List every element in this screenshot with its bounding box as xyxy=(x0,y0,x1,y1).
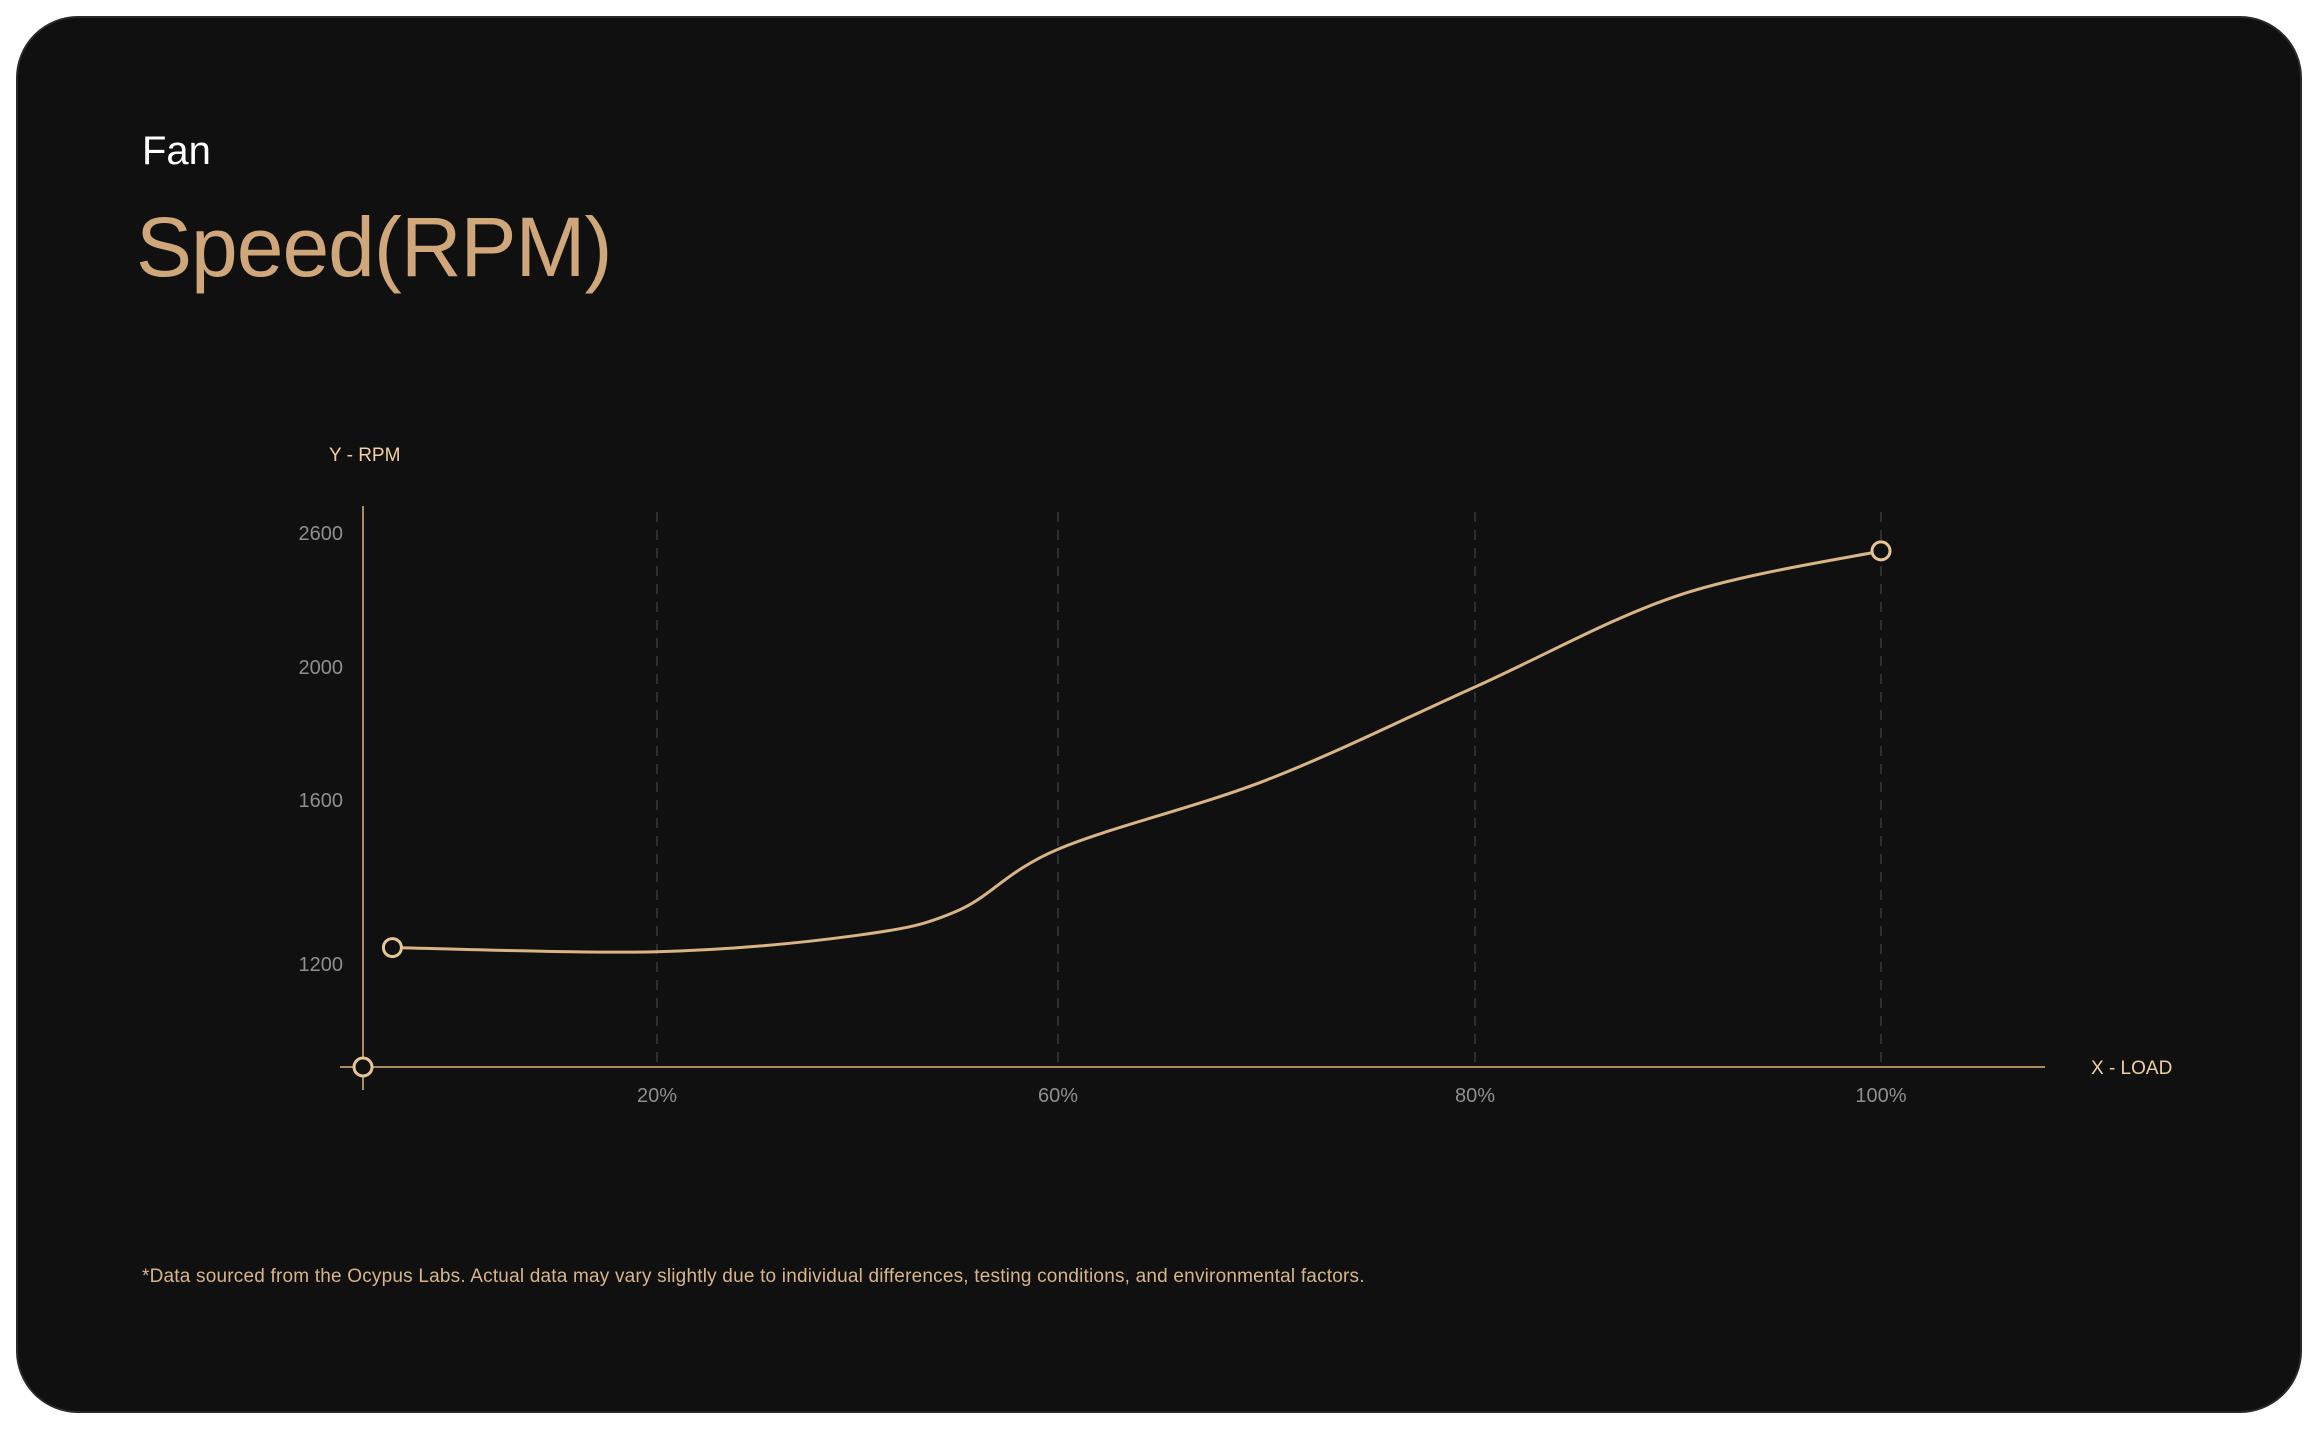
series-line xyxy=(392,549,1882,954)
grid-lines xyxy=(656,512,1882,1067)
y-tick-label: 1200 xyxy=(299,954,344,976)
chart-title: Speed(RPM) xyxy=(136,200,613,294)
data-point-marker xyxy=(381,937,403,959)
axes xyxy=(340,506,2045,1090)
series xyxy=(392,549,1882,954)
data-footnote: *Data sourced from the Ocypus Labs. Actu… xyxy=(142,1266,1365,1287)
x-tick-label: 100% xyxy=(1855,1085,1906,1107)
y-tick-label: 2000 xyxy=(299,657,344,679)
markers xyxy=(352,540,1892,1078)
x-tick-label: 60% xyxy=(1038,1085,1078,1107)
x-axis-title: X - LOAD xyxy=(2091,1058,2172,1079)
y-tick-label: 2600 xyxy=(299,523,344,545)
chart-card xyxy=(16,16,2302,1413)
y-tick-label: 1600 xyxy=(299,790,344,812)
tick-labels: 20% 60% 80% 100% 1200 1600 2000 2600 xyxy=(299,523,1907,1107)
data-point-marker xyxy=(1870,540,1892,562)
x-tick-label: 80% xyxy=(1455,1085,1495,1107)
y-axis-title: Y - RPM xyxy=(329,445,400,466)
chart-subtitle: Fan xyxy=(142,129,211,173)
x-tick-label: 20% xyxy=(637,1085,677,1107)
origin-marker xyxy=(352,1056,374,1078)
